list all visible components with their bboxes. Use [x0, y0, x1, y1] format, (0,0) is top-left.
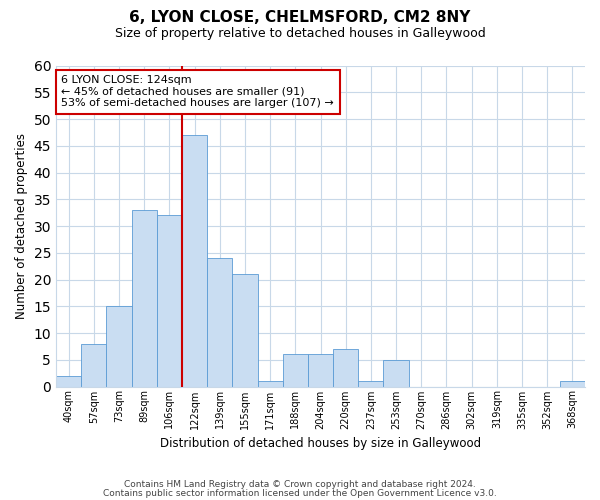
Text: Contains HM Land Registry data © Crown copyright and database right 2024.: Contains HM Land Registry data © Crown c…	[124, 480, 476, 489]
Bar	[106, 306, 131, 386]
Bar	[333, 349, 358, 387]
Y-axis label: Number of detached properties: Number of detached properties	[15, 133, 28, 319]
Bar	[207, 258, 232, 386]
Bar	[131, 210, 157, 386]
Bar	[81, 344, 106, 386]
X-axis label: Distribution of detached houses by size in Galleywood: Distribution of detached houses by size …	[160, 437, 481, 450]
Text: 6, LYON CLOSE, CHELMSFORD, CM2 8NY: 6, LYON CLOSE, CHELMSFORD, CM2 8NY	[130, 10, 470, 25]
Bar	[308, 354, 333, 386]
Bar	[358, 381, 383, 386]
Bar	[257, 381, 283, 386]
Bar	[560, 381, 585, 386]
Text: 6 LYON CLOSE: 124sqm
← 45% of detached houses are smaller (91)
53% of semi-detac: 6 LYON CLOSE: 124sqm ← 45% of detached h…	[61, 75, 334, 108]
Text: Size of property relative to detached houses in Galleywood: Size of property relative to detached ho…	[115, 28, 485, 40]
Bar	[383, 360, 409, 386]
Bar	[182, 135, 207, 386]
Bar	[283, 354, 308, 386]
Bar	[157, 216, 182, 386]
Bar	[232, 274, 257, 386]
Text: Contains public sector information licensed under the Open Government Licence v3: Contains public sector information licen…	[103, 488, 497, 498]
Bar	[56, 376, 81, 386]
